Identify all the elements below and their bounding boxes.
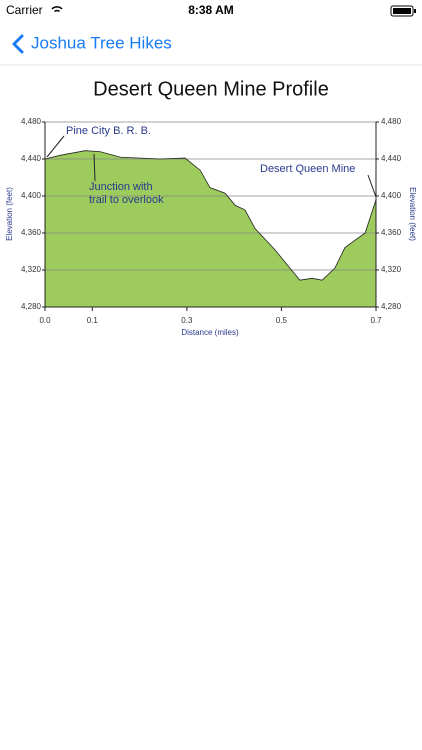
x-tick-label: 0.5 <box>276 316 288 325</box>
y-axis-label: Elevation (feet) <box>5 187 14 241</box>
x-tick-label: 0.3 <box>181 316 193 325</box>
back-title[interactable]: Joshua Tree Hikes <box>31 33 172 52</box>
carrier: Carrier <box>6 3 43 17</box>
battery <box>390 5 414 17</box>
x-tick-label: 0.1 <box>87 316 99 325</box>
back-button[interactable]: Joshua Tree Hikes <box>12 33 172 54</box>
y-tick-label: 4,360 <box>21 228 42 237</box>
area <box>45 150 376 307</box>
y2-axis-label: Elevation (feet) <box>408 187 417 241</box>
area-line <box>44 150 377 281</box>
annotation: Junction with <box>89 181 153 193</box>
y2-tick-label: 4,400 <box>381 191 402 200</box>
annotation-leader <box>93 153 96 182</box>
annotations: Pine City B. R. B. Junction with trail t… <box>46 125 377 206</box>
y-tick-label: 4,480 <box>21 117 42 126</box>
wifi-icon <box>51 6 63 13</box>
battery-level <box>393 8 411 14</box>
plot: 4,280 4,280 4,320 4,320 4,360 4,360 4,400 4,400… <box>21 117 402 325</box>
y2-tick-label: 4,360 <box>381 228 402 237</box>
annotation: trail to overlook <box>89 194 164 206</box>
x-tick-label: 0.0 <box>39 316 51 325</box>
y2-tick-label: 4,280 <box>381 302 402 311</box>
clock: 8:38 AM <box>188 3 234 17</box>
back-chevron[interactable] <box>12 34 24 54</box>
annotation: Pine City B. R. B. <box>66 125 151 137</box>
y-tick-label: 4,440 <box>21 154 42 163</box>
x-tick-label: 0.7 <box>370 316 382 325</box>
chart-title: Desert Queen Mine Profile <box>93 78 329 100</box>
annotation-leader <box>367 174 377 198</box>
y2-tick-label: 4,440 <box>381 154 402 163</box>
y-tick-label: 4,280 <box>21 302 42 311</box>
annotation-leader <box>46 135 65 158</box>
y-tick-label: 4,400 <box>21 191 42 200</box>
x-axis-label: Distance (miles) <box>181 328 239 337</box>
y2-tick-label: 4,320 <box>381 265 402 274</box>
annotation: Desert Queen Mine <box>260 163 355 175</box>
y-tick-label: 4,320 <box>21 265 42 274</box>
y2-tick-label: 4,480 <box>381 117 402 126</box>
battery-tip <box>414 9 416 13</box>
